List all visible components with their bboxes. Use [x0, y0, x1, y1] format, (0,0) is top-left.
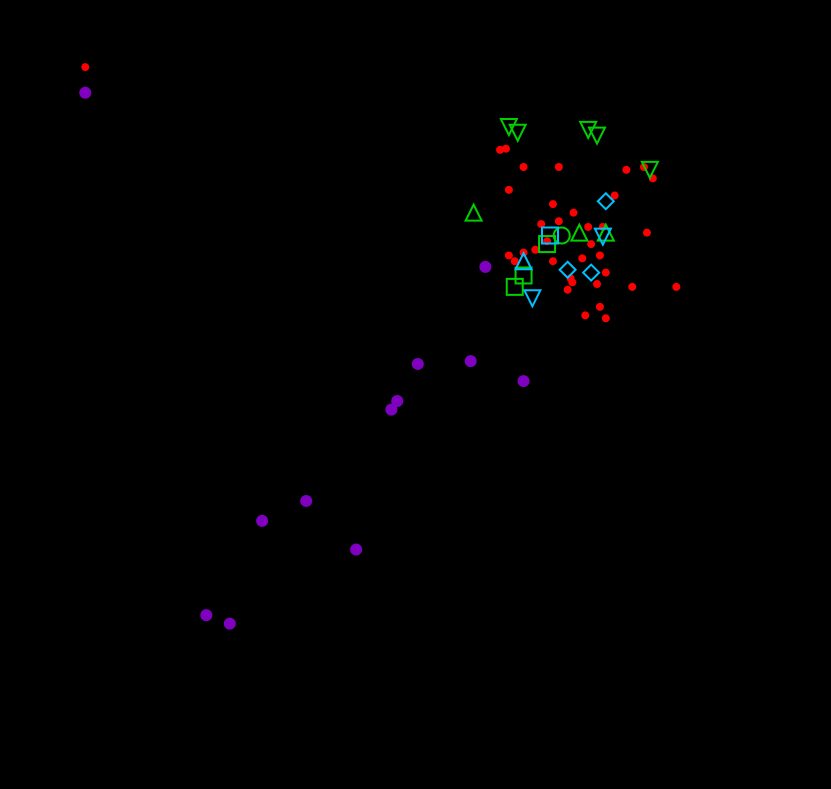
x-tick-label: 2 — [194, 724, 202, 740]
y-tick-label: 10 — [52, 136, 68, 152]
legend-label: Narrow Orbits — [99, 85, 185, 101]
y-tick-label: 8 — [60, 250, 68, 266]
y-axis-label: β (m1) — [18, 346, 38, 398]
y-tick-label: 6 — [60, 364, 68, 380]
x-tick-label: 0 — [76, 724, 84, 740]
x-tick-label: 10 — [660, 724, 676, 740]
chart-background — [0, 0, 831, 789]
x-tick-label: 8 — [546, 724, 554, 740]
x-tick-label: 4 — [311, 724, 319, 740]
y-tick-label: 2 — [60, 593, 68, 609]
x-tick-label: 12 — [777, 724, 793, 740]
legend-label: Wide Orbits — [99, 59, 172, 75]
scatter-chart: 0 2 4 6 8 10 12 0 2 4 6 8 10 12 β (m2) β (m1) Wide Orbit… — [0, 0, 831, 789]
y-tick-label: 4 — [60, 479, 68, 495]
y-tick-label: 12 — [52, 22, 68, 38]
y-tick-label: 0 — [60, 707, 68, 723]
x-tick-label: 6 — [429, 724, 437, 740]
x-axis-label: β (m2) — [406, 747, 458, 767]
